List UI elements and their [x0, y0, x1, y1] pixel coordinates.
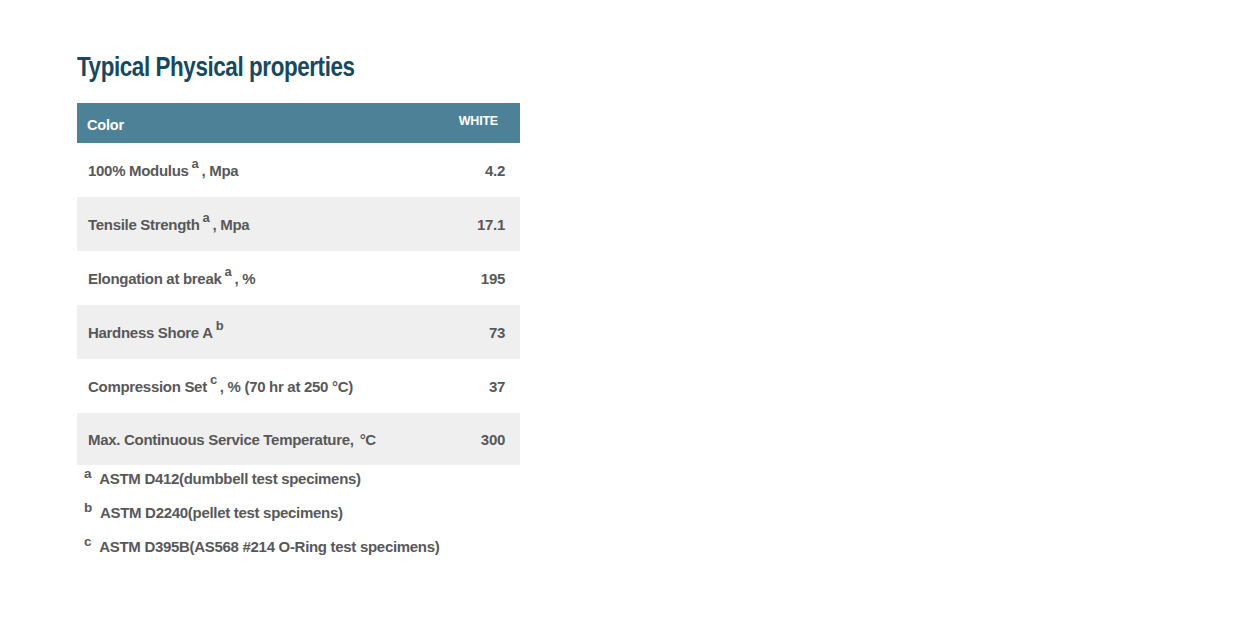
table-row: Max. Continuous Service Temperature, °C 3…	[77, 413, 520, 465]
footnote-marker: b	[84, 500, 92, 515]
row-value: 17.1	[477, 216, 520, 233]
footnote-marker: a	[84, 466, 91, 481]
row-label-text: Elongation at break	[88, 270, 222, 287]
footnote-text: ASTM D395B(AS568 #214 O-Ring test specim…	[99, 538, 439, 555]
footnote-marker: a	[192, 156, 199, 171]
row-label: Max. Continuous Service Temperature, °C	[77, 431, 376, 448]
footnote-marker: c	[210, 372, 217, 387]
row-value: 195	[481, 270, 520, 287]
row-label: Hardness Shore Ab	[77, 324, 226, 341]
footnote-b: bASTM D2240(pellet test specimens)	[84, 504, 439, 522]
header-value-label: WHITE	[459, 103, 520, 128]
table-row: Hardness Shore Ab 73	[77, 305, 520, 359]
row-label-text: Tensile Strength	[88, 216, 200, 233]
footnote-marker: c	[84, 534, 91, 549]
row-label-unit: °C	[360, 431, 376, 448]
row-value: 37	[489, 378, 520, 395]
row-value: 73	[489, 324, 520, 341]
footnote-text: ASTM D2240(pellet test specimens)	[100, 504, 343, 521]
footnotes: aASTM D412(dumbbell test specimens) bAST…	[84, 470, 439, 572]
footnote-text: ASTM D412(dumbbell test specimens)	[99, 470, 361, 487]
row-label-text: 100% Modulus	[88, 162, 189, 179]
physical-properties-table: Color WHITE 100% Modulusa, Mpa 4.2 Tensi…	[77, 103, 520, 465]
row-label-text: Compression Set	[88, 378, 207, 395]
row-value: 4.2	[485, 162, 520, 179]
row-label-unit: , % (70 hr at 250 °C)	[220, 378, 353, 395]
row-value: 300	[481, 431, 520, 448]
row-label: Elongation at breaka, %	[77, 270, 255, 287]
datasheet-page: Typical Physical properties Color WHITE …	[0, 0, 1241, 619]
table-row: 100% Modulusa, Mpa 4.2	[77, 143, 520, 197]
footnote-c: cASTM D395B(AS568 #214 O-Ring test speci…	[84, 538, 439, 556]
footnote-a: aASTM D412(dumbbell test specimens)	[84, 470, 439, 488]
row-label-unit: , Mpa	[213, 216, 250, 233]
table-header-row: Color WHITE	[77, 103, 520, 143]
footnote-marker: b	[216, 318, 224, 333]
row-label: 100% Modulusa, Mpa	[77, 162, 238, 179]
page-title: Typical Physical properties	[77, 51, 355, 83]
row-label-text: Max. Continuous Service Temperature,	[88, 431, 354, 448]
footnote-marker: a	[203, 210, 210, 225]
row-label: Compression Setc, % (70 hr at 250 °C)	[77, 378, 353, 395]
table-row: Elongation at breaka, % 195	[77, 251, 520, 305]
row-label: Tensile Strengtha, Mpa	[77, 216, 249, 233]
row-label-unit: , %	[234, 270, 255, 287]
row-label-text: Hardness Shore A	[88, 324, 213, 341]
table-row: Compression Setc, % (70 hr at 250 °C) 37	[77, 359, 520, 413]
header-property-label: Color	[77, 113, 124, 133]
table-row: Tensile Strengtha, Mpa 17.1	[77, 197, 520, 251]
footnote-marker: a	[225, 264, 232, 279]
row-label-unit: , Mpa	[202, 162, 239, 179]
